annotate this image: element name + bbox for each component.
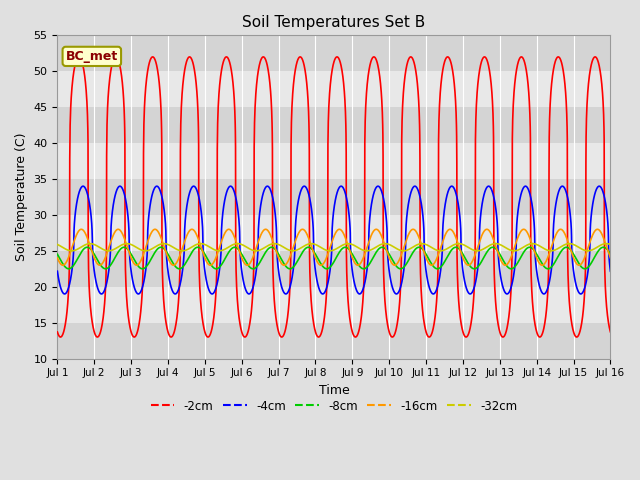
Bar	[58, 215, 611, 251]
Title: Soil Temperatures Set B: Soil Temperatures Set B	[243, 15, 426, 30]
Bar	[58, 143, 611, 179]
Bar	[58, 323, 611, 359]
Bar	[58, 36, 611, 71]
X-axis label: Time: Time	[319, 384, 349, 397]
Text: BC_met: BC_met	[66, 50, 118, 63]
Bar	[58, 71, 611, 107]
Y-axis label: Soil Temperature (C): Soil Temperature (C)	[15, 132, 28, 261]
Bar	[58, 107, 611, 143]
Legend: -2cm, -4cm, -8cm, -16cm, -32cm: -2cm, -4cm, -8cm, -16cm, -32cm	[146, 395, 522, 417]
Bar	[58, 251, 611, 287]
Bar	[58, 179, 611, 215]
Bar	[58, 287, 611, 323]
